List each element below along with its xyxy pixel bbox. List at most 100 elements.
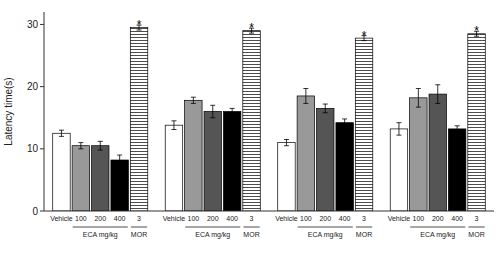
x-tick-label: 400 [114,215,126,222]
bar [204,112,221,212]
error-bar-stem [305,88,306,103]
sub-label-underline [298,227,353,228]
error-bar-stem [437,85,438,104]
plot-area [53,25,486,211]
error-bar-cap [342,126,347,127]
error-bar [303,88,308,103]
error-bar-cap [191,97,196,98]
y-tick-label: 30 [27,19,39,30]
annotation: * [137,18,142,32]
error-bar [59,130,64,136]
bar [468,34,485,211]
error-bar-cap [171,129,176,130]
error-bar-cap [284,139,289,140]
error-bar-cap [171,120,176,121]
x-tick-label: 200 [319,215,331,222]
sub-label-underline [410,227,465,228]
error-bar [98,141,103,150]
error-bar [191,97,196,103]
error-bar-stem [418,88,419,107]
chart-container: 0102030Latency time(s)****Vehicle1002004… [0,0,500,269]
error-bar-stem [232,108,233,114]
error-bar-cap [435,84,440,85]
error-bar-cap [59,130,64,131]
y-axis-label: Latency time(s) [3,77,14,145]
bar [410,98,427,211]
error-bar-stem [119,155,120,165]
error-bar-cap [303,103,308,104]
error-bar-cap [230,108,235,109]
x-tick-label: 200 [207,215,219,222]
x-tick-label: 400 [451,215,463,222]
y-tick-label: 10 [27,143,39,154]
x-tick-label: 3 [137,215,141,222]
error-bar [117,155,122,165]
error-bar-cap [210,105,215,106]
bar [53,133,70,211]
sub-label: ECA mg/kg [83,231,118,239]
bar [317,108,334,211]
x-tick-label: 400 [339,215,351,222]
y-tick [40,148,44,149]
error-bar-cap [396,135,401,136]
error-bar-cap [416,88,421,89]
sub-label: ECA mg/kg [308,231,343,239]
error-bar-cap [323,104,328,105]
annotation: * [249,21,254,35]
annotation: * [474,24,479,38]
error-bar [435,85,440,104]
bar [336,123,353,211]
error-bar [78,143,83,149]
error-bar [416,88,421,107]
x-tick-label: 200 [432,215,444,222]
error-bar [396,123,401,135]
x-tick-label: 100 [413,215,425,222]
annotation: * [362,29,367,43]
bar [390,129,407,211]
error-bar [230,108,235,114]
sub-label: ECA mg/kg [420,231,455,239]
y-tick [40,24,44,25]
x-tick-label: Vehicle [275,215,298,222]
sub-label-underline [73,227,128,228]
error-bar-cap [284,145,289,146]
sub-label: MOR [131,231,147,238]
error-bar [455,126,460,132]
y-tick-label: 0 [32,206,38,217]
error-bar-cap [78,148,83,149]
error-bar-cap [117,155,122,156]
x-tick-label: 100 [300,215,312,222]
error-bar-cap [191,103,196,104]
sub-label: MOR [243,231,259,238]
error-bar-cap [435,103,440,104]
error-bar-cap [210,117,215,118]
error-bar-stem [80,143,81,149]
error-bar-stem [100,141,101,150]
sub-label: ECA mg/kg [195,231,230,239]
error-bar-stem [193,97,194,103]
chart-svg: 0102030Latency time(s)****Vehicle1002004… [0,0,500,269]
error-bar-cap [117,164,122,165]
error-bar [171,121,176,130]
sub-label: MOR [468,231,484,238]
bar [223,112,240,212]
error-bar-stem [457,126,458,132]
error-bar-stem [212,105,213,117]
error-bar-cap [230,114,235,115]
x-tick-label: 100 [75,215,87,222]
bar [297,96,314,211]
x-tick-label: Vehicle [50,215,73,222]
y-tick [40,86,44,87]
error-bar-cap [323,112,328,113]
error-bar-cap [396,122,401,123]
error-bar-stem [344,119,345,126]
sub-label-underline [243,227,259,228]
error-bar-cap [78,142,83,143]
error-bar [323,104,328,113]
error-bar-cap [98,150,103,151]
x-tick-label: 100 [188,215,200,222]
x-tick-label: 3 [250,215,254,222]
sub-label-underline [185,227,240,228]
sub-label: MOR [356,231,372,238]
error-bar [284,139,289,145]
